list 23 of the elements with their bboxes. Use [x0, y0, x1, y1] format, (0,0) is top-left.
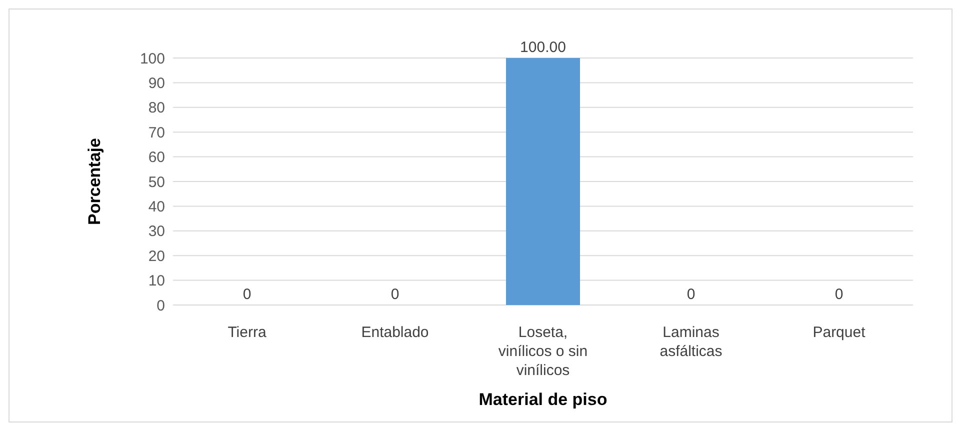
data-label: 0	[390, 286, 400, 303]
x-tick-label: Laminas asfálticas	[660, 324, 722, 360]
y-tick-label: 90	[148, 74, 165, 92]
data-label: 0	[686, 286, 696, 303]
y-tick-label: 50	[148, 174, 165, 191]
x-axis-title: Material de piso	[478, 390, 608, 409]
y-tick-label: 80	[148, 100, 165, 117]
y-tick-label: 20	[148, 248, 165, 265]
y-tick-label: 100	[140, 50, 165, 68]
data-label: 0	[834, 286, 844, 303]
y-tick-label: 0	[156, 297, 165, 314]
x-tick-label: Parquet	[812, 324, 866, 341]
y-axis-title: Porcentaje	[85, 138, 104, 225]
data-label: 0	[242, 286, 252, 303]
data-label: 100.00	[520, 39, 566, 56]
y-tick-label: 70	[148, 124, 165, 142]
x-tick-label: Loseta, vinílicos o sin vinílicos	[498, 324, 588, 379]
x-tick-label: Tierra	[228, 324, 267, 341]
y-tick-label: 30	[148, 223, 165, 240]
y-tick-label: 10	[148, 272, 165, 290]
y-tick-label: 40	[148, 198, 165, 216]
x-tick-label: Entablado	[361, 324, 429, 341]
y-tick-label: 60	[148, 149, 165, 166]
